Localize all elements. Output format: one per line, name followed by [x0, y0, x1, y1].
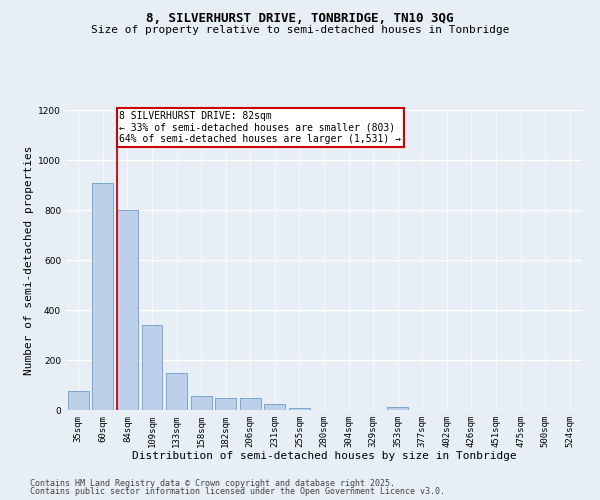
X-axis label: Distribution of semi-detached houses by size in Tonbridge: Distribution of semi-detached houses by … [131, 452, 517, 462]
Y-axis label: Number of semi-detached properties: Number of semi-detached properties [24, 145, 34, 375]
Bar [117, 210, 138, 410]
Text: Contains public sector information licensed under the Open Government Licence v3: Contains public sector information licen… [30, 487, 445, 496]
Bar [92, 182, 113, 410]
Bar [68, 391, 89, 410]
Bar [215, 398, 236, 410]
Bar [240, 398, 261, 410]
Bar [142, 325, 163, 410]
Bar [166, 372, 187, 410]
Text: Contains HM Land Registry data © Crown copyright and database right 2025.: Contains HM Land Registry data © Crown c… [30, 478, 395, 488]
Text: 8, SILVERHURST DRIVE, TONBRIDGE, TN10 3QG: 8, SILVERHURST DRIVE, TONBRIDGE, TN10 3Q… [146, 12, 454, 26]
Bar [387, 407, 408, 410]
Bar [265, 404, 286, 410]
Text: Size of property relative to semi-detached houses in Tonbridge: Size of property relative to semi-detach… [91, 25, 509, 35]
Text: 8 SILVERHURST DRIVE: 82sqm
← 33% of semi-detached houses are smaller (803)
64% o: 8 SILVERHURST DRIVE: 82sqm ← 33% of semi… [119, 112, 401, 144]
Bar [289, 408, 310, 410]
Bar [191, 396, 212, 410]
